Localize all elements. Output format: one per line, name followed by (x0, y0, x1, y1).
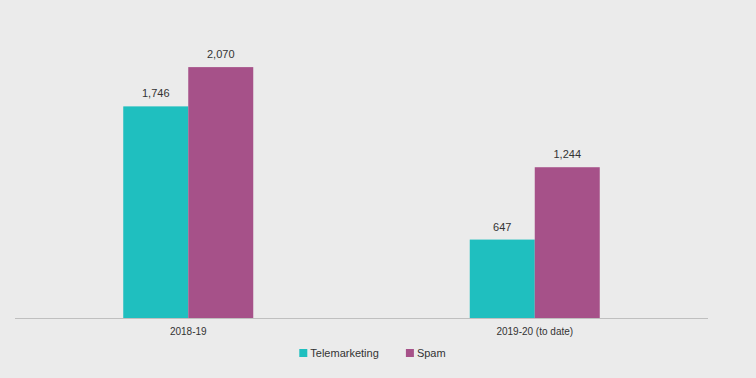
data-label: 647 (493, 221, 511, 233)
bar (188, 67, 253, 318)
legend-label: Telemarketing (310, 347, 378, 359)
bar (470, 240, 535, 318)
x-tick-label: 2018-19 (170, 326, 207, 337)
x-axis-line (15, 318, 708, 319)
bars (123, 67, 600, 318)
x-tick-label: 2019-20 (to date) (496, 326, 573, 337)
chart: 1,746 647 2,070 1,244 2018-19 2019-20 (to dat… (0, 0, 756, 378)
legend-swatch (406, 349, 414, 357)
bar (123, 106, 188, 318)
data-label: 1,746 (142, 87, 170, 99)
legend-swatch (299, 349, 307, 357)
background (0, 0, 756, 378)
data-label: 1,244 (553, 148, 581, 160)
legend-label: Spam (417, 347, 446, 359)
legend: Telemarketing Spam (299, 347, 445, 359)
data-label: 2,070 (207, 48, 235, 60)
bar (535, 167, 600, 318)
